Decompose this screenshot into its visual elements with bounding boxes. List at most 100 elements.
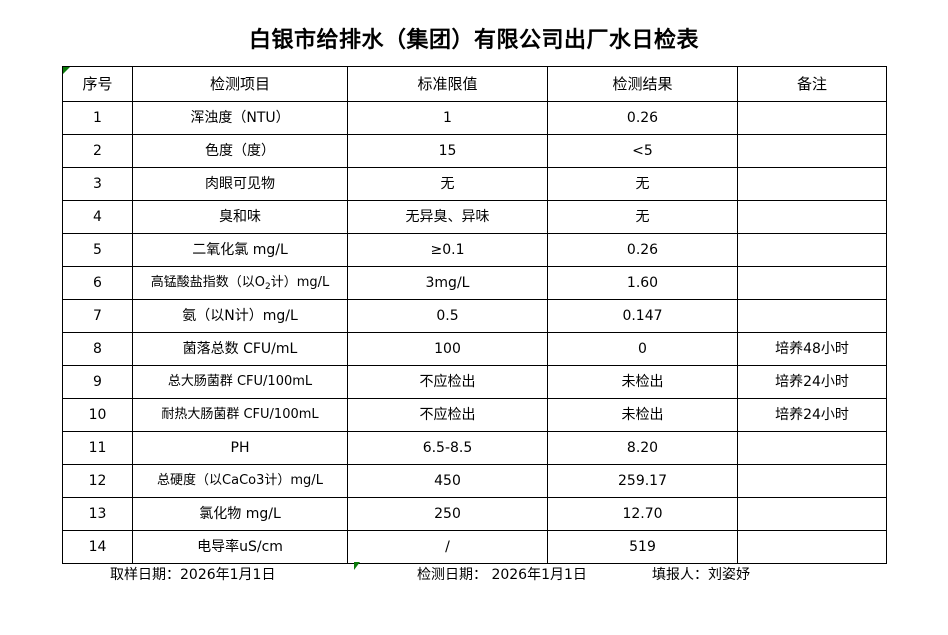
table-body: 1 浑浊度（NTU） 1 0.26 2 色度（度） 15 <5 3 肉眼可见物无无 4 臭和味 无异臭、… bbox=[62, 101, 887, 564]
cell-result: 8.20 bbox=[547, 431, 738, 465]
cell-item: 氨（以N计）mg/L bbox=[132, 299, 348, 333]
cell-no: 2 bbox=[62, 134, 133, 168]
cell-remark bbox=[737, 431, 887, 465]
column-header-no: 序号 bbox=[62, 66, 133, 102]
sample-date-label: 取样日期：2026年1月1日 bbox=[110, 567, 276, 583]
cell-standard: 15 bbox=[347, 134, 548, 168]
cell-result: 259.17 bbox=[547, 464, 738, 498]
cell-no: 10 bbox=[62, 398, 133, 432]
cell-item: 菌落总数 CFU/mL bbox=[132, 332, 348, 366]
cell-standard: 1 bbox=[347, 101, 548, 135]
cell-remark bbox=[737, 134, 887, 168]
cell-item: 耐热大肠菌群 CFU/100mL bbox=[132, 398, 348, 432]
cell-item: 肉眼可见物 bbox=[132, 167, 348, 201]
cell-result: 519 bbox=[547, 530, 738, 564]
table-row: 4 臭和味 无异臭、异味无 bbox=[62, 200, 887, 234]
table-row: 7 氨（以N计）mg/L 0.5 0.147 bbox=[62, 299, 887, 333]
cell-no: 5 bbox=[62, 233, 133, 267]
water-quality-report-table: 序号 检测项目 标准限值 检测结果 备注 1 浑浊度（NTU） 1 0.26 2 色度（度… bbox=[62, 66, 887, 564]
table-row: 9 总大肠菌群 CFU/100mL 不应检出 未检出 培养24小时 bbox=[62, 365, 887, 399]
cell-result: 无 bbox=[547, 200, 738, 234]
table-row: 10 耐热大肠菌群 CFU/100mL 不应检出 未检出 培养24小时 bbox=[62, 398, 887, 432]
cell-result: 12.70 bbox=[547, 497, 738, 531]
cell-item: 浑浊度（NTU） bbox=[132, 101, 348, 135]
cell-item: 总硬度（以CaCo3计）mg/L bbox=[132, 464, 348, 498]
cell-result: 0 bbox=[547, 332, 738, 366]
footer: 取样日期：2026年1月1日 检测日期： 2026年1月1日 填报人：刘姿妤 bbox=[62, 562, 886, 588]
cell-result: 无 bbox=[547, 167, 738, 201]
cell-remark bbox=[737, 464, 887, 498]
cell-result: 未检出 bbox=[547, 365, 738, 399]
cell-no: 7 bbox=[62, 299, 133, 333]
cell-comment-marker-icon bbox=[63, 67, 70, 74]
cell-item: 总大肠菌群 CFU/100mL bbox=[132, 365, 348, 399]
cell-remark bbox=[737, 497, 887, 531]
cell-result: 0.147 bbox=[547, 299, 738, 333]
cell-standard: 250 bbox=[347, 497, 548, 531]
cell-item: 臭和味 bbox=[132, 200, 348, 234]
table-header: 序号 检测项目 标准限值 检测结果 备注 bbox=[62, 66, 887, 102]
cell-result: 1.60 bbox=[547, 266, 738, 300]
cell-no: 11 bbox=[62, 431, 133, 465]
cell-standard: ≥0.1 bbox=[347, 233, 548, 267]
table-row: 3 肉眼可见物无无 bbox=[62, 167, 887, 201]
column-header-item: 检测项目 bbox=[132, 66, 348, 102]
reporter-label: 填报人：刘姿妤 bbox=[652, 567, 750, 583]
cell-standard: 0.5 bbox=[347, 299, 548, 333]
cell-item: 电导率uS/cm bbox=[132, 530, 348, 564]
cell-no: 9 bbox=[62, 365, 133, 399]
table-header-row: 序号 检测项目 标准限值 检测结果 备注 bbox=[62, 66, 887, 102]
cell-result: <5 bbox=[547, 134, 738, 168]
cell-standard: 450 bbox=[347, 464, 548, 498]
cell-no: 13 bbox=[62, 497, 133, 531]
table-row: 13 氯化物 mg/L 250 12.70 bbox=[62, 497, 887, 531]
cell-remark: 培养48小时 bbox=[737, 332, 887, 366]
cell-result: 未检出 bbox=[547, 398, 738, 432]
report-table-container: 序号 检测项目 标准限值 检测结果 备注 1 浑浊度（NTU） 1 0.26 2 色度（度… bbox=[62, 66, 887, 564]
column-header-result: 检测结果 bbox=[547, 66, 738, 102]
cell-item: 二氧化氯 mg/L bbox=[132, 233, 348, 267]
cell-no: 4 bbox=[62, 200, 133, 234]
cell-standard: 无 bbox=[347, 167, 548, 201]
cell-remark bbox=[737, 233, 887, 267]
cell-no: 6 bbox=[62, 266, 133, 300]
cell-standard: 6.5-8.5 bbox=[347, 431, 548, 465]
column-header-standard: 标准限值 bbox=[347, 66, 548, 102]
cell-remark: 培养24小时 bbox=[737, 398, 887, 432]
cell-no: 3 bbox=[62, 167, 133, 201]
table-row: 14 电导率uS/cm/519 bbox=[62, 530, 887, 564]
column-header-remark: 备注 bbox=[737, 66, 887, 102]
cell-remark: 培养24小时 bbox=[737, 365, 887, 399]
test-date-label: 检测日期： 2026年1月1日 bbox=[417, 567, 587, 583]
cell-item: 高锰酸盐指数（以O2计）mg/L bbox=[132, 266, 348, 300]
table-row: 11 PH 6.5-8.5 8.20 bbox=[62, 431, 887, 465]
table-row: 1 浑浊度（NTU） 1 0.26 bbox=[62, 101, 887, 135]
cell-remark bbox=[737, 167, 887, 201]
cell-standard: 3mg/L bbox=[347, 266, 548, 300]
table-row: 6 高锰酸盐指数（以O2计）mg/L 3mg/L 1.60 bbox=[62, 266, 887, 300]
cell-no: 14 bbox=[62, 530, 133, 564]
footer-comment-marker-icon bbox=[354, 562, 360, 570]
page-title: 白银市给排水（集团）有限公司出厂水日检表 bbox=[248, 28, 699, 53]
table-row: 12 总硬度（以CaCo3计）mg/L 450 259.17 bbox=[62, 464, 887, 498]
cell-remark bbox=[737, 299, 887, 333]
cell-item: 氯化物 mg/L bbox=[132, 497, 348, 531]
table-row: 5 二氧化氯 mg/L ≥0.1 0.26 bbox=[62, 233, 887, 267]
cell-no: 12 bbox=[62, 464, 133, 498]
cell-remark bbox=[737, 200, 887, 234]
table-row: 8 菌落总数 CFU/mL 100 0 培养48小时 bbox=[62, 332, 887, 366]
cell-standard: / bbox=[347, 530, 548, 564]
cell-standard: 100 bbox=[347, 332, 548, 366]
cell-result: 0.26 bbox=[547, 101, 738, 135]
table-row: 2 色度（度） 15 <5 bbox=[62, 134, 887, 168]
cell-item: 色度（度） bbox=[132, 134, 348, 168]
cell-no: 1 bbox=[62, 101, 133, 135]
cell-standard: 无异臭、异味 bbox=[347, 200, 548, 234]
cell-remark bbox=[737, 266, 887, 300]
cell-standard: 不应检出 bbox=[347, 365, 548, 399]
cell-remark bbox=[737, 101, 887, 135]
cell-standard: 不应检出 bbox=[347, 398, 548, 432]
cell-result: 0.26 bbox=[547, 233, 738, 267]
cell-item: PH bbox=[132, 431, 348, 465]
